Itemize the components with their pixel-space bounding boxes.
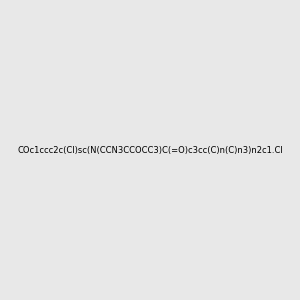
- Text: COc1ccc2c(Cl)sc(N(CCN3CCOCC3)C(=O)c3cc(C)n(C)n3)n2c1.Cl: COc1ccc2c(Cl)sc(N(CCN3CCOCC3)C(=O)c3cc(C…: [17, 146, 283, 154]
